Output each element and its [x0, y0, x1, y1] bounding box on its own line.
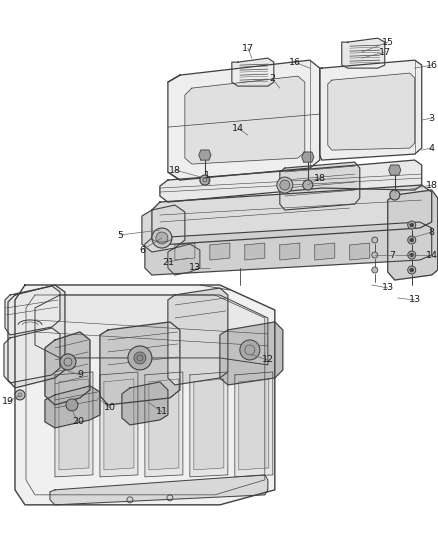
Text: 19: 19 — [2, 398, 14, 406]
Polygon shape — [190, 372, 228, 477]
Text: 17: 17 — [379, 47, 391, 56]
Circle shape — [200, 175, 210, 185]
Polygon shape — [55, 372, 93, 477]
Text: 18: 18 — [169, 166, 181, 175]
Polygon shape — [15, 285, 275, 505]
Circle shape — [134, 352, 146, 364]
Text: 14: 14 — [232, 124, 244, 133]
Polygon shape — [152, 185, 432, 245]
Polygon shape — [350, 243, 370, 260]
Polygon shape — [280, 243, 300, 260]
Circle shape — [408, 221, 416, 229]
Circle shape — [408, 251, 416, 259]
Polygon shape — [210, 243, 230, 260]
Polygon shape — [168, 60, 320, 180]
Circle shape — [128, 346, 152, 370]
Polygon shape — [5, 286, 60, 335]
Polygon shape — [100, 372, 138, 477]
Polygon shape — [388, 190, 438, 280]
Polygon shape — [232, 58, 274, 86]
Polygon shape — [342, 38, 385, 68]
Polygon shape — [45, 386, 100, 428]
Text: 9: 9 — [77, 370, 83, 379]
Circle shape — [372, 237, 378, 243]
Text: 13: 13 — [409, 295, 421, 304]
Polygon shape — [168, 244, 200, 275]
Polygon shape — [149, 379, 179, 470]
Polygon shape — [59, 379, 89, 470]
Text: 16: 16 — [426, 61, 438, 70]
Text: 4: 4 — [429, 143, 435, 152]
Polygon shape — [50, 475, 268, 505]
Text: 15: 15 — [382, 38, 394, 47]
Polygon shape — [142, 205, 185, 252]
Circle shape — [152, 228, 172, 248]
Polygon shape — [145, 222, 432, 275]
Text: 7: 7 — [389, 251, 395, 260]
Circle shape — [372, 252, 378, 258]
Text: 17: 17 — [242, 44, 254, 53]
Text: 6: 6 — [139, 246, 145, 255]
Text: 12: 12 — [262, 356, 274, 365]
Circle shape — [408, 266, 416, 274]
Polygon shape — [35, 295, 268, 365]
Text: 13: 13 — [381, 284, 394, 293]
Polygon shape — [389, 165, 401, 175]
Polygon shape — [235, 372, 273, 477]
Circle shape — [410, 253, 414, 257]
Polygon shape — [320, 60, 422, 160]
Polygon shape — [122, 382, 168, 425]
Polygon shape — [328, 73, 415, 150]
Text: 5: 5 — [117, 230, 123, 239]
Text: 18: 18 — [426, 181, 438, 190]
Text: 11: 11 — [156, 407, 168, 416]
Circle shape — [372, 267, 378, 273]
Polygon shape — [45, 332, 90, 405]
Circle shape — [277, 177, 293, 193]
Text: 8: 8 — [429, 228, 435, 237]
Polygon shape — [315, 243, 335, 260]
Circle shape — [66, 399, 78, 411]
Polygon shape — [145, 372, 183, 477]
Polygon shape — [185, 76, 305, 164]
Circle shape — [156, 232, 168, 244]
Circle shape — [303, 180, 313, 190]
Text: 1: 1 — [204, 171, 210, 180]
Polygon shape — [280, 162, 360, 210]
Text: 20: 20 — [72, 417, 84, 426]
Polygon shape — [168, 288, 228, 385]
Text: 16: 16 — [289, 58, 301, 67]
Polygon shape — [104, 379, 134, 470]
Polygon shape — [4, 328, 60, 383]
Polygon shape — [100, 322, 180, 405]
Circle shape — [240, 340, 260, 360]
Text: 10: 10 — [104, 403, 116, 413]
Circle shape — [410, 223, 414, 227]
Polygon shape — [175, 243, 195, 260]
Polygon shape — [220, 322, 283, 385]
Circle shape — [60, 354, 76, 370]
Circle shape — [280, 180, 290, 190]
Polygon shape — [245, 243, 265, 260]
Circle shape — [410, 238, 414, 242]
Polygon shape — [302, 152, 314, 162]
Polygon shape — [8, 285, 65, 388]
Circle shape — [15, 390, 25, 400]
Text: 21: 21 — [162, 257, 174, 266]
Text: 2: 2 — [269, 74, 275, 83]
Circle shape — [408, 236, 416, 244]
Text: 13: 13 — [189, 263, 201, 272]
Text: 18: 18 — [314, 174, 326, 183]
Text: 3: 3 — [429, 114, 435, 123]
Polygon shape — [199, 150, 211, 160]
Polygon shape — [194, 379, 224, 470]
Circle shape — [410, 268, 414, 272]
Polygon shape — [239, 379, 269, 470]
Circle shape — [390, 190, 400, 200]
Text: 14: 14 — [426, 251, 438, 260]
Polygon shape — [160, 160, 422, 202]
